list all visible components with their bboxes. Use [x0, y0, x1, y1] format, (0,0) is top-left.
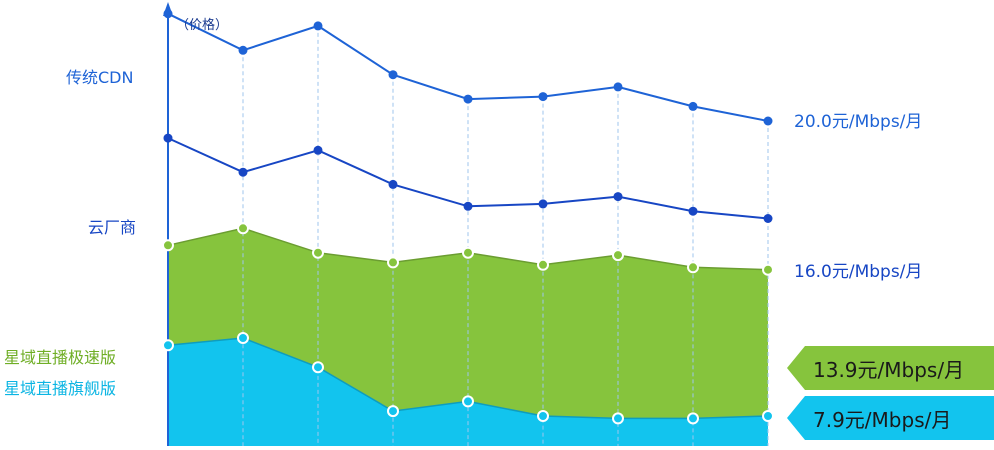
point-s3-2	[237, 332, 249, 344]
point-s1-8	[688, 206, 698, 216]
y-axis-unit-label: （价格）	[176, 18, 229, 33]
series-label-xingyu-flagship: 星域直播旗舰版	[4, 379, 117, 398]
end-value-traditional-cdn: 20.0元/Mbps/月	[794, 112, 923, 132]
point-s2-9	[762, 263, 774, 276]
point-s3-3	[312, 361, 324, 374]
end-value-cloud-vendor: 16.0元/Mbps/月	[794, 262, 923, 282]
point-s2-4	[387, 256, 399, 269]
point-s0-7	[613, 82, 623, 92]
series-line-0	[167, 12, 769, 122]
point-s1-3	[313, 145, 323, 155]
point-s1-5	[463, 201, 473, 211]
point-s2-1	[162, 239, 174, 252]
point-s3-1	[162, 339, 174, 352]
point-s2-6	[537, 258, 549, 271]
point-s2-2	[237, 222, 249, 235]
end-value-xingyu-speed: 13.9元/Mbps/月	[813, 357, 965, 382]
point-s0-2	[238, 45, 248, 55]
point-s2-5	[462, 246, 474, 259]
end-value-badge-xingyu-flagship: 7.9元/Mbps/月	[787, 396, 994, 440]
end-value-badge-xingyu-speed: 13.9元/Mbps/月	[787, 346, 994, 390]
point-s1-1	[163, 133, 173, 143]
series-label-cloud-vendor: 云厂商	[88, 218, 137, 237]
point-s2-3	[312, 246, 324, 259]
point-s3-4	[387, 405, 399, 418]
point-s0-4	[388, 70, 398, 80]
point-s0-5	[463, 94, 473, 104]
point-s0-9	[763, 116, 773, 126]
point-s0-8	[688, 101, 698, 111]
point-s3-5	[462, 395, 474, 408]
point-s3-8	[687, 412, 699, 425]
point-s1-6	[538, 199, 548, 209]
point-s2-8	[687, 261, 699, 274]
point-s1-9	[763, 214, 773, 223]
point-s1-4	[388, 179, 398, 189]
point-s3-7	[612, 412, 624, 425]
point-s0-3	[313, 21, 323, 31]
point-s3-9	[762, 410, 774, 422]
point-s1-2	[238, 167, 248, 177]
point-s0-6	[538, 92, 548, 102]
series-label-xingyu-speed: 星域直播极速版	[4, 348, 117, 367]
end-value-xingyu-flagship: 7.9元/Mbps/月	[813, 407, 952, 432]
series-label-traditional-cdn: 传统CDN	[66, 68, 134, 87]
point-s0-1	[163, 9, 173, 19]
point-s3-6	[537, 410, 549, 422]
point-s1-7	[613, 192, 623, 202]
point-s2-7	[612, 249, 624, 262]
